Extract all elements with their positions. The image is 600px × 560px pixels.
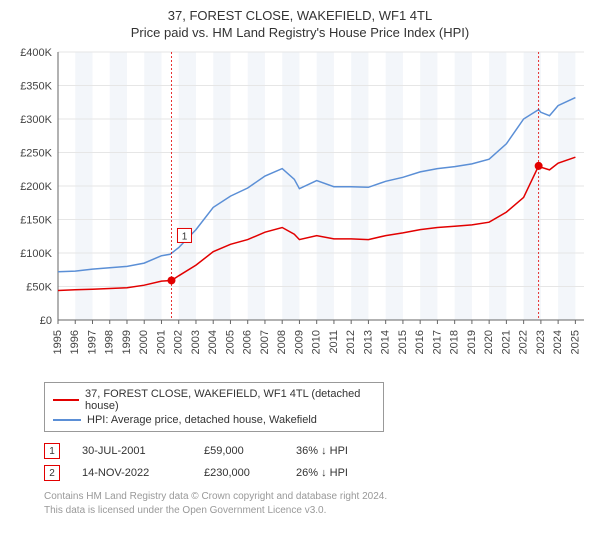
chart-title-block: 37, FOREST CLOSE, WAKEFIELD, WF1 4TL Pri… [10,8,590,40]
legend-label: 37, FOREST CLOSE, WAKEFIELD, WF1 4TL (de… [85,388,375,412]
sale-price: £59,000 [204,445,274,457]
sale-delta: 36% ↓ HPI [296,445,376,457]
sale-date: 30-JUL-2001 [82,445,182,457]
sale-row: 2 14-NOV-2022 £230,000 26% ↓ HPI [44,462,590,484]
svg-text:£400K: £400K [20,47,52,59]
legend-item: 37, FOREST CLOSE, WAKEFIELD, WF1 4TL (de… [53,387,375,413]
svg-text:2000: 2000 [138,330,150,354]
svg-text:2018: 2018 [449,330,461,354]
svg-text:£250K: £250K [20,148,52,160]
svg-text:2020: 2020 [483,330,495,354]
svg-text:1996: 1996 [69,330,81,354]
svg-text:1: 1 [182,231,188,242]
svg-text:1995: 1995 [52,330,64,354]
svg-text:£50K: £50K [26,282,52,294]
sale-row: 1 30-JUL-2001 £59,000 36% ↓ HPI [44,440,590,462]
svg-text:2025: 2025 [569,330,581,354]
attribution-line1: Contains HM Land Registry data © Crown c… [44,490,590,504]
sale-delta: 26% ↓ HPI [296,467,376,479]
svg-text:1997: 1997 [86,330,98,354]
svg-text:2007: 2007 [259,330,271,354]
svg-text:2022: 2022 [518,330,530,354]
legend-item: HPI: Average price, detached house, Wake… [53,413,375,427]
svg-text:£200K: £200K [20,181,52,193]
svg-text:£100K: £100K [20,248,52,260]
svg-text:2003: 2003 [190,330,202,354]
sale-price: £230,000 [204,467,274,479]
svg-text:2006: 2006 [242,330,254,354]
svg-text:2023: 2023 [535,330,547,354]
attribution: Contains HM Land Registry data © Crown c… [44,490,590,517]
svg-text:£300K: £300K [20,114,52,126]
svg-text:2005: 2005 [224,330,236,354]
chart-container: { "title": { "line1": "37, FOREST CLOSE,… [0,0,600,527]
sale-date: 14-NOV-2022 [82,467,182,479]
svg-text:2019: 2019 [466,330,478,354]
svg-text:1998: 1998 [104,330,116,354]
chart-title-line2: Price paid vs. HM Land Registry's House … [10,25,590,40]
svg-text:2014: 2014 [380,330,392,354]
svg-text:2013: 2013 [362,330,374,354]
svg-text:2021: 2021 [500,330,512,354]
legend-swatch [53,399,79,401]
svg-text:1999: 1999 [121,330,133,354]
svg-text:2012: 2012 [345,330,357,354]
svg-text:2001: 2001 [155,330,167,354]
svg-text:2010: 2010 [311,330,323,354]
svg-text:2017: 2017 [431,330,443,354]
svg-text:2009: 2009 [293,330,305,354]
svg-text:2016: 2016 [414,330,426,354]
attribution-line2: This data is licensed under the Open Gov… [44,504,590,518]
svg-text:£150K: £150K [20,215,52,227]
chart-title-line1: 37, FOREST CLOSE, WAKEFIELD, WF1 4TL [10,8,590,23]
legend: 37, FOREST CLOSE, WAKEFIELD, WF1 4TL (de… [44,382,384,432]
svg-text:2015: 2015 [397,330,409,354]
svg-text:2008: 2008 [276,330,288,354]
svg-text:2004: 2004 [207,330,219,354]
sale-badge: 2 [44,465,60,481]
line-chart: £0 £50K £100K £150K £200K £250K £300K £350K £400… [10,46,590,376]
sales-table: 1 30-JUL-2001 £59,000 36% ↓ HPI 2 14-NOV-2022… [44,440,590,484]
legend-swatch [53,419,81,421]
svg-text:2024: 2024 [552,330,564,354]
svg-text:£350K: £350K [20,81,52,93]
legend-label: HPI: Average price, detached house, Wake… [87,414,317,426]
svg-text:2002: 2002 [173,330,185,354]
svg-text:£0: £0 [40,315,52,327]
chart-svg: £0 £50K £100K £150K £200K £250K £300K £350K £400… [10,46,590,376]
sale-badge: 1 [44,443,60,459]
svg-text:2011: 2011 [328,330,340,354]
